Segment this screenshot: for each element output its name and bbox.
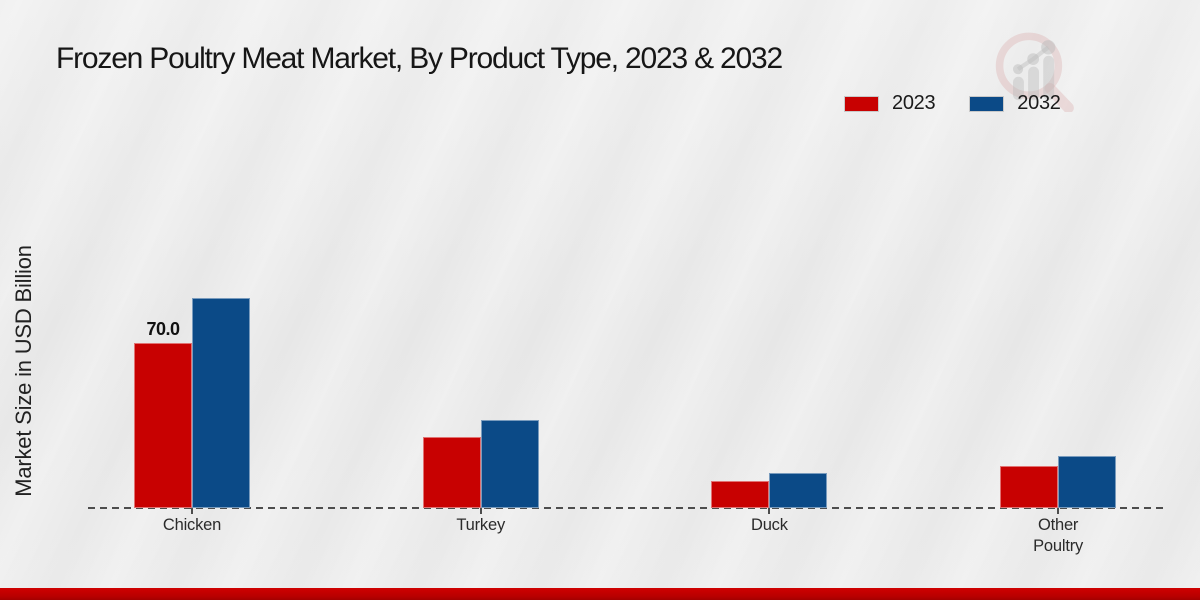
bar-2023-turkey <box>422 437 481 508</box>
bar-2023-duck <box>711 480 770 508</box>
x-axis-tick <box>191 508 193 514</box>
x-axis-tick <box>1057 508 1060 514</box>
bar-2023-other-poultry <box>1000 465 1059 508</box>
legend-label-2032: 2032 <box>1017 92 1061 114</box>
bar-2032-other-poultry <box>1058 455 1117 508</box>
legend-swatch-2032 <box>969 95 1005 112</box>
x-axis-category-label: Turkey <box>456 516 505 534</box>
bar-2032-turkey <box>480 420 539 508</box>
bar-2023-chicken <box>134 343 192 508</box>
legend: 2023 2032 <box>844 92 1061 115</box>
bar-2032-duck <box>769 473 828 508</box>
x-axis-tick <box>479 508 482 514</box>
bar-value-label: 70.0 <box>146 319 180 339</box>
footer-accent-bar <box>0 588 1200 600</box>
x-axis-tick <box>768 508 771 514</box>
x-axis-category-label: Duck <box>750 516 788 534</box>
legend-label-2023: 2023 <box>892 92 936 114</box>
magnifier-bar-chart-logo-icon <box>995 32 1074 112</box>
chart-title: Frozen Poultry Meat Market, By Product T… <box>56 42 783 75</box>
x-axis-category-label: Chicken <box>162 516 222 534</box>
legend-swatch-2023 <box>844 95 879 112</box>
x-axis-baseline <box>88 507 1163 509</box>
bar-2032-chicken <box>192 297 250 508</box>
x-axis-category-label: Other Poultry <box>1033 516 1084 555</box>
legend-item-2023: 2023 <box>844 92 936 115</box>
legend-item-2032: 2032 <box>969 92 1061 115</box>
